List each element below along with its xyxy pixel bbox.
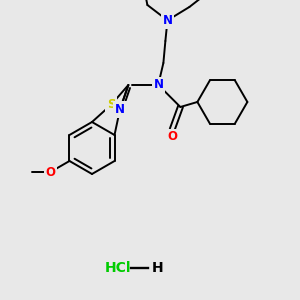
Text: S: S <box>107 98 116 111</box>
Text: HCl: HCl <box>105 261 131 275</box>
Text: N: N <box>115 103 125 116</box>
Text: N: N <box>153 79 164 92</box>
Text: N: N <box>162 14 172 28</box>
Text: H: H <box>152 261 164 275</box>
Text: O: O <box>45 166 56 178</box>
Text: O: O <box>167 130 177 143</box>
